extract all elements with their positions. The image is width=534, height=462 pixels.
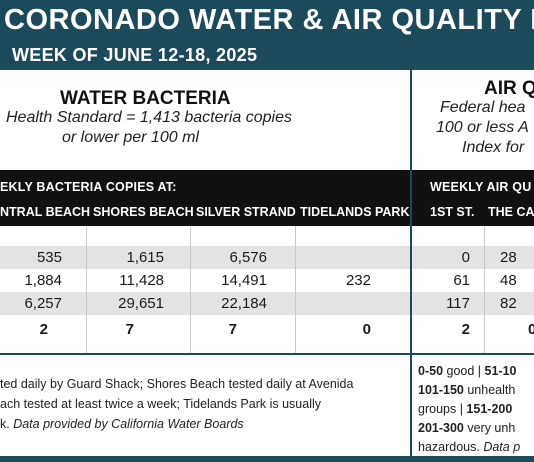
table-cell: 232 — [345, 272, 371, 289]
aqi-label-hazardous: hazardous. — [418, 440, 484, 454]
table-cell: 29,651 — [118, 295, 164, 312]
column-divider — [86, 226, 87, 353]
table-row — [0, 246, 534, 269]
aqi-label-very-unhealthy: very unh — [463, 421, 516, 435]
table-cell: 117 — [446, 295, 470, 312]
table-cell-count: 0 — [528, 321, 534, 338]
panel-divider — [410, 70, 412, 462]
aqi-scale-line5: hazardous. Data p — [418, 440, 520, 454]
report-week: WEEK OF JUNE 12-18, 2025 — [12, 45, 258, 65]
aqi-range-good: 0-50 — [418, 364, 444, 378]
table-cell: 6,257 — [24, 295, 62, 312]
report-header: CORONADO WATER & AIR QUALITY R WEEK OF J… — [0, 0, 534, 70]
aqi-scale-line3: groups | 151-200 — [418, 402, 512, 416]
notes-divider — [0, 353, 534, 355]
water-note-source: Data provided by California Water Boards — [13, 417, 244, 431]
aqi-range-unhealthy-sensitive: 101-150 — [418, 383, 464, 397]
water-standard-line2: or lower per 100 ml — [62, 129, 199, 146]
table-cell: 82 — [500, 295, 517, 312]
aqi-scale-line4: 201-300 very unh — [418, 421, 515, 435]
aqi-range-unhealthy: 151-200 — [466, 402, 513, 416]
aqi-scale-line2: 101-150 unhealth — [418, 383, 515, 397]
air-table-header: WEEKLY AIR QU — [430, 180, 532, 194]
table-cell-count: 2 — [461, 321, 470, 338]
table-row-spacer — [0, 226, 534, 246]
table-header-bar — [0, 170, 534, 226]
table-cell-count: 7 — [228, 321, 237, 338]
aqi-label-good: good | — [443, 364, 485, 378]
water-table-header: EKLY BACTERIA COPIES AT: — [0, 180, 177, 194]
column-divider — [295, 226, 296, 353]
column-divider — [190, 226, 191, 353]
column-header-the-cay: THE CAY — [488, 205, 534, 219]
aqi-scale-line1: 0-50 good | 51-10 — [418, 364, 517, 378]
aqi-label-unhealthy-sensitive: unhealth — [463, 383, 516, 397]
column-header-silver-strand: SILVER STRAND — [196, 205, 296, 219]
table-cell: 61 — [453, 272, 470, 289]
column-header-shores-beach: SHORES BEACH — [93, 205, 194, 219]
table-cell: 535 — [36, 249, 62, 266]
footer-bar — [0, 456, 534, 462]
table-cell: 14,491 — [221, 272, 267, 289]
table-cell-count: 7 — [125, 321, 134, 338]
table-row — [0, 292, 534, 315]
table-cell-count: 2 — [39, 321, 48, 338]
air-note-source: Data p — [483, 440, 521, 454]
water-bacteria-title: WATER BACTERIA — [60, 88, 231, 109]
table-cell: 1,615 — [126, 249, 164, 266]
table-cell: 11,428 — [119, 272, 164, 289]
water-note-line1: ted daily by Guard Shack; Shores Beach t… — [0, 377, 354, 391]
aqi-range-moderate: 51-10 — [484, 364, 517, 378]
table-cell: 28 — [500, 249, 517, 266]
column-header-1st-st: 1ST ST. — [430, 205, 475, 219]
table-cell: 48 — [500, 272, 517, 289]
table-cell: 6,576 — [229, 249, 267, 266]
table-cell-count: 0 — [362, 321, 371, 338]
water-note-line3: k. Data provided by California Water Boa… — [0, 417, 244, 431]
air-standard-line2: 100 or less A — [436, 119, 529, 136]
table-cell: 22,184 — [221, 295, 267, 312]
table-cell: 1,884 — [24, 272, 62, 289]
water-standard-line1: Health Standard = 1,413 bacteria copies — [6, 109, 292, 126]
water-note-line2: ach tested at least twice a week; Tidela… — [0, 397, 321, 411]
report-title: CORONADO WATER & AIR QUALITY R — [4, 4, 534, 36]
column-header-tidelands-park: TIDELANDS PARK — [300, 205, 410, 219]
air-standard-line1: Federal hea — [440, 99, 526, 116]
column-header-central-beach: NTRAL BEACH — [0, 205, 91, 219]
air-standard-line3: Index for — [462, 139, 525, 156]
aqi-range-very-unhealthy: 201-300 — [418, 421, 464, 435]
water-note-line3-text: k. — [0, 417, 14, 431]
air-quality-title: AIR Q — [484, 78, 534, 99]
column-divider — [484, 226, 485, 353]
table-cell: 0 — [461, 249, 470, 266]
aqi-label-groups: groups | — [418, 402, 467, 416]
